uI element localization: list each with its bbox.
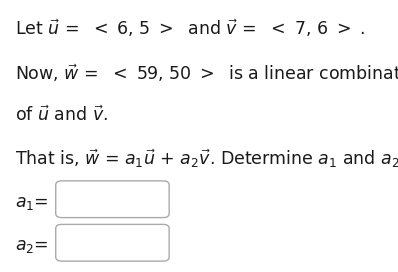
Text: Let $\vec{u}$ =  $<$ 6, 5 $>$  and $\vec{v}$ =  $<$ 7, 6 $>$ .: Let $\vec{u}$ = $<$ 6, 5 $>$ and $\vec{v…: [15, 18, 365, 39]
Text: Now, $\vec{w}$ =  $<$ 59, 50 $>$  is a linear combination: Now, $\vec{w}$ = $<$ 59, 50 $>$ is a lin…: [15, 63, 398, 84]
Text: of $\vec{u}$ and $\vec{v}$.: of $\vec{u}$ and $\vec{v}$.: [15, 106, 108, 125]
FancyBboxPatch shape: [56, 181, 169, 218]
Text: $a_1$=: $a_1$=: [15, 194, 49, 212]
FancyBboxPatch shape: [56, 224, 169, 261]
Text: That is, $\vec{w}$ = $a_1\vec{u}$ + $a_2\vec{v}$. Determine $a_1$ and $a_2$.: That is, $\vec{w}$ = $a_1\vec{u}$ + $a_2…: [15, 148, 398, 171]
Text: $a_2$=: $a_2$=: [15, 237, 49, 255]
